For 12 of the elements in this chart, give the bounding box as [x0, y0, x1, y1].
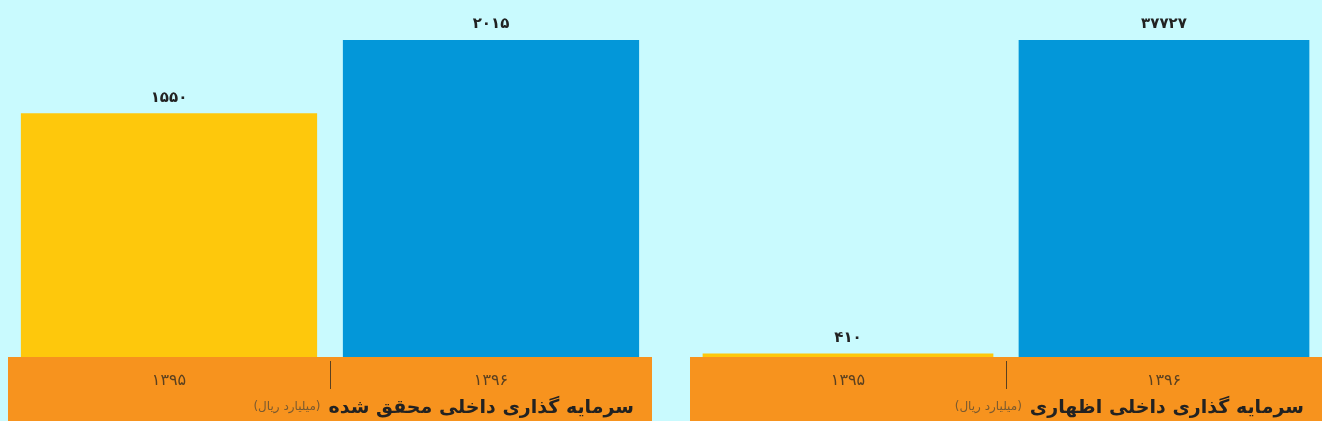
data-label: ۲۰۱۵ [472, 14, 510, 33]
text: (میلیارد ریال) [954, 399, 1022, 413]
x-tick-label: ۱۳۹۵ [830, 369, 866, 389]
data-label: ۳۷۷۲۷ [1141, 14, 1187, 33]
x-tick-label: ۱۳۹۵ [151, 369, 187, 389]
x-tick-label: ۱۳۹۶ [473, 369, 509, 389]
text: سرمایه گذاری داخلی محقق شده [328, 395, 634, 417]
x-tick-label: ۱۳۹۶ [1146, 369, 1182, 389]
data-label: ۱۵۵۰ [150, 87, 188, 106]
text: سرمایه گذاری داخلی اظهاری [1029, 395, 1304, 417]
text: (میلیارد ریال) [253, 399, 321, 413]
data-label: ۴۱۰ [834, 327, 862, 346]
